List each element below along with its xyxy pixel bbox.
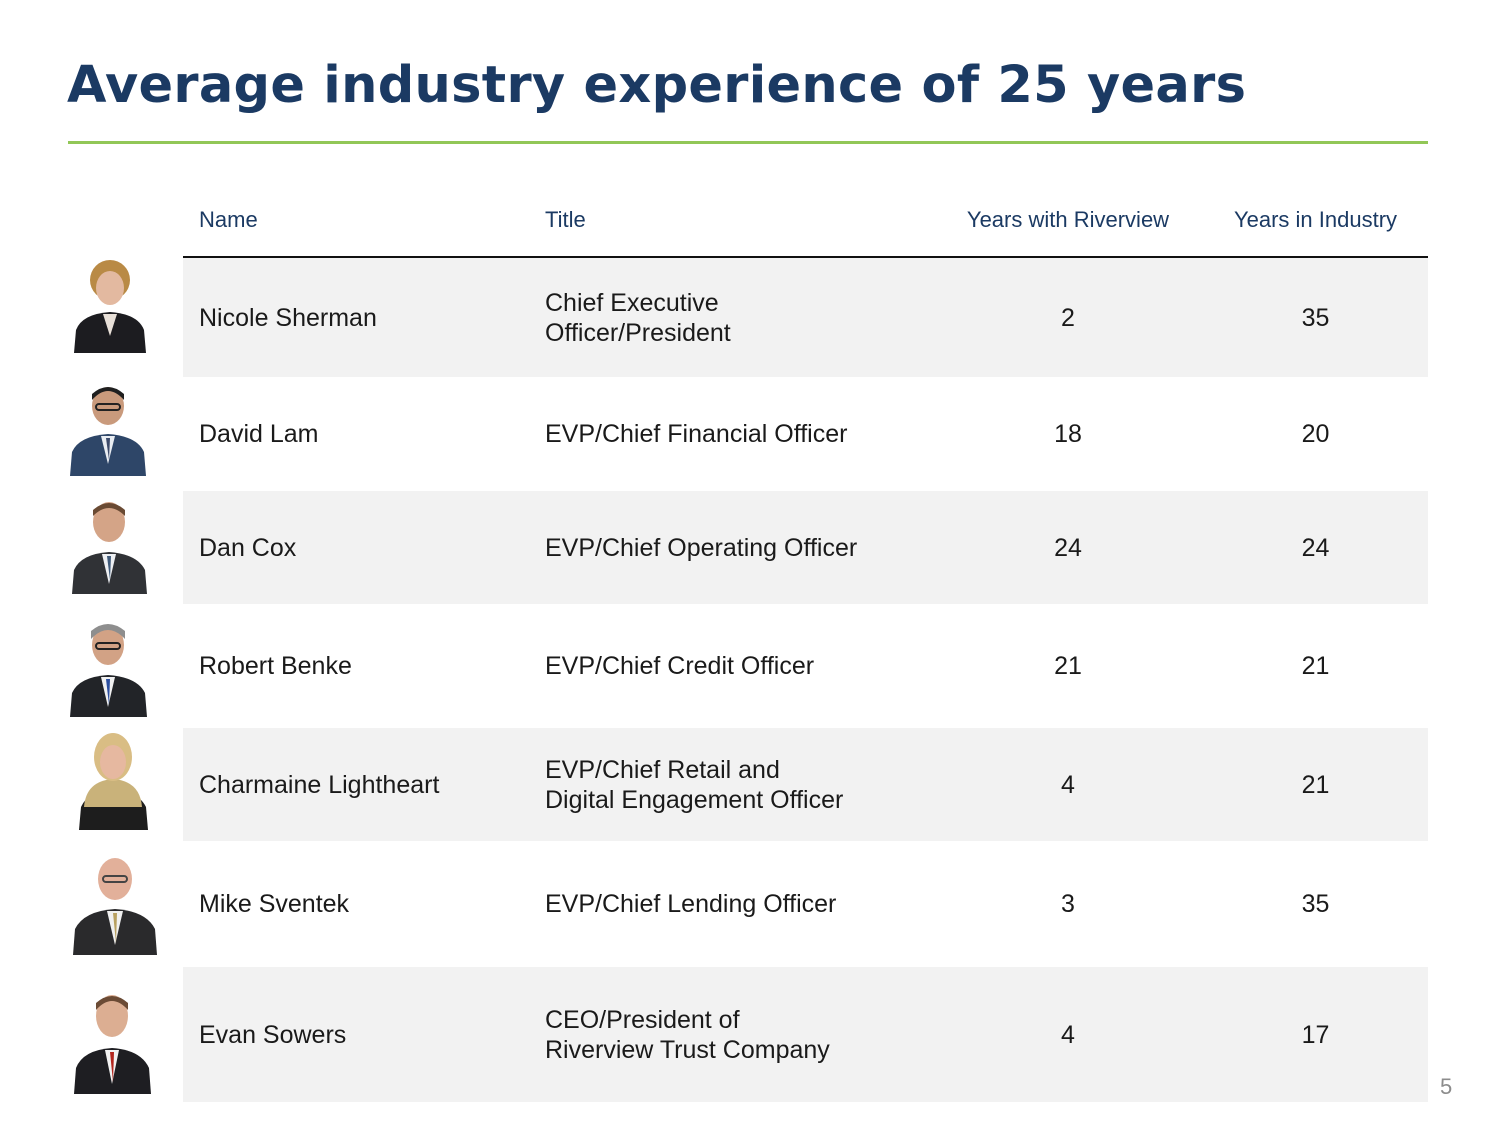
row-title: EVP/Chief Credit Officer <box>545 652 815 680</box>
table-row: Nicole Sherman Chief Executive Officer/P… <box>183 258 1428 377</box>
table-header: Name Title Years with Riverview Years in… <box>183 195 1428 258</box>
row-years-in-industry: 21 <box>1301 652 1330 680</box>
row-years-in-industry: 17 <box>1301 1020 1330 1049</box>
title-divider <box>68 141 1428 144</box>
headshot-photo <box>74 260 146 353</box>
table-row: Mike Sventek EVP/Chief Lending Officer 3… <box>183 841 1428 967</box>
header-name: Name <box>199 207 258 232</box>
header-years-in-industry: Years in Industry <box>1233 207 1398 232</box>
row-years-in-industry: 35 <box>1301 890 1330 918</box>
headshot-photo <box>70 387 146 476</box>
row-name: Mike Sventek <box>199 890 350 918</box>
row-years-with-riverview: 18 <box>1054 420 1082 448</box>
row-title: Chief Executive Officer/President <box>545 288 731 347</box>
row-years-in-industry: 24 <box>1301 533 1330 562</box>
row-name: Robert Benke <box>199 652 352 680</box>
row-title: EVP/Chief Operating Officer <box>545 533 858 562</box>
header-years-with-riverview: Years with Riverview <box>966 207 1170 232</box>
headshot-photo <box>72 502 147 594</box>
row-title: CEO/President of Riverview Trust Company <box>545 1005 830 1064</box>
row-years-with-riverview: 21 <box>1054 652 1082 680</box>
headshot-photo <box>79 733 148 830</box>
row-years-with-riverview: 4 <box>1061 770 1075 799</box>
row-years-with-riverview: 2 <box>1061 303 1075 332</box>
row-name: Charmaine Lightheart <box>199 770 440 799</box>
row-title: EVP/Chief Retail and Digital Engagement … <box>545 755 844 814</box>
row-title: EVP/Chief Financial Officer <box>545 420 848 448</box>
table-row: Robert Benke EVP/Chief Credit Officer 21… <box>183 604 1428 728</box>
row-name: Evan Sowers <box>199 1020 347 1049</box>
row-years-with-riverview: 3 <box>1061 890 1075 918</box>
headshot-photo <box>73 858 157 955</box>
row-years-in-industry: 20 <box>1301 420 1330 448</box>
page-number: 5 <box>1440 1074 1453 1099</box>
row-years-in-industry: 35 <box>1301 303 1330 332</box>
row-years-with-riverview: 24 <box>1054 533 1082 562</box>
table-row: Charmaine Lightheart EVP/Chief Retail an… <box>183 728 1428 841</box>
row-name: David Lam <box>199 420 319 448</box>
slide-title: Average industry experience of 25 years <box>67 56 1247 115</box>
table-row: Dan Cox EVP/Chief Operating Officer 24 2… <box>183 491 1428 604</box>
headshot-photo <box>70 624 147 717</box>
table-row: David Lam EVP/Chief Financial Officer 18… <box>183 377 1428 491</box>
headshot-photo <box>74 995 151 1094</box>
row-years-in-industry: 21 <box>1301 770 1330 799</box>
row-years-with-riverview: 4 <box>1061 1020 1075 1049</box>
row-name: Nicole Sherman <box>199 303 377 332</box>
header-title: Title <box>545 207 586 232</box>
row-name: Dan Cox <box>199 533 297 562</box>
table-row: Evan Sowers CEO/President of Riverview T… <box>183 967 1428 1102</box>
row-title: EVP/Chief Lending Officer <box>545 890 837 918</box>
